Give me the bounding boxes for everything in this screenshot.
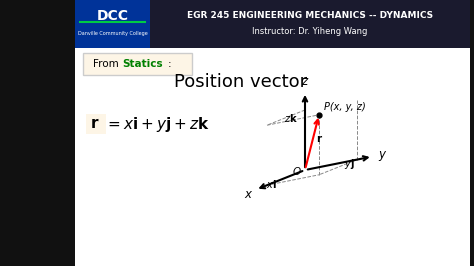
Text: z: z <box>301 75 307 88</box>
FancyBboxPatch shape <box>83 53 192 75</box>
FancyBboxPatch shape <box>75 0 470 48</box>
Text: Danville Community College: Danville Community College <box>78 31 147 36</box>
Text: z$\mathbf{k}$: z$\mathbf{k}$ <box>284 112 298 124</box>
Text: $\mathbf{r}$: $\mathbf{r}$ <box>90 117 100 131</box>
Text: x: x <box>244 188 251 201</box>
Text: :: : <box>168 59 172 69</box>
Text: x$\mathbf{i}$: x$\mathbf{i}$ <box>266 178 277 190</box>
Text: P(x, y, z): P(x, y, z) <box>324 102 366 112</box>
FancyBboxPatch shape <box>75 0 150 48</box>
Text: y: y <box>378 148 385 161</box>
FancyBboxPatch shape <box>86 114 106 134</box>
Text: DCC: DCC <box>97 9 128 23</box>
Text: O: O <box>293 167 301 177</box>
Text: $= x\mathbf{i} + y\mathbf{j} + z\mathbf{k}$: $= x\mathbf{i} + y\mathbf{j} + z\mathbf{… <box>105 114 210 134</box>
Text: y$\mathbf{j}$: y$\mathbf{j}$ <box>344 157 355 171</box>
Text: Position vector: Position vector <box>174 73 308 91</box>
FancyBboxPatch shape <box>75 0 470 266</box>
Text: Instructor: Dr. Yiheng Wang: Instructor: Dr. Yiheng Wang <box>252 27 368 35</box>
Text: EGR 245 ENGINEERING MECHANICS -- DYNAMICS: EGR 245 ENGINEERING MECHANICS -- DYNAMIC… <box>187 10 433 19</box>
Text: Statics: Statics <box>122 59 163 69</box>
Text: $\mathbf{r}$: $\mathbf{r}$ <box>317 134 324 144</box>
Text: From: From <box>93 59 122 69</box>
